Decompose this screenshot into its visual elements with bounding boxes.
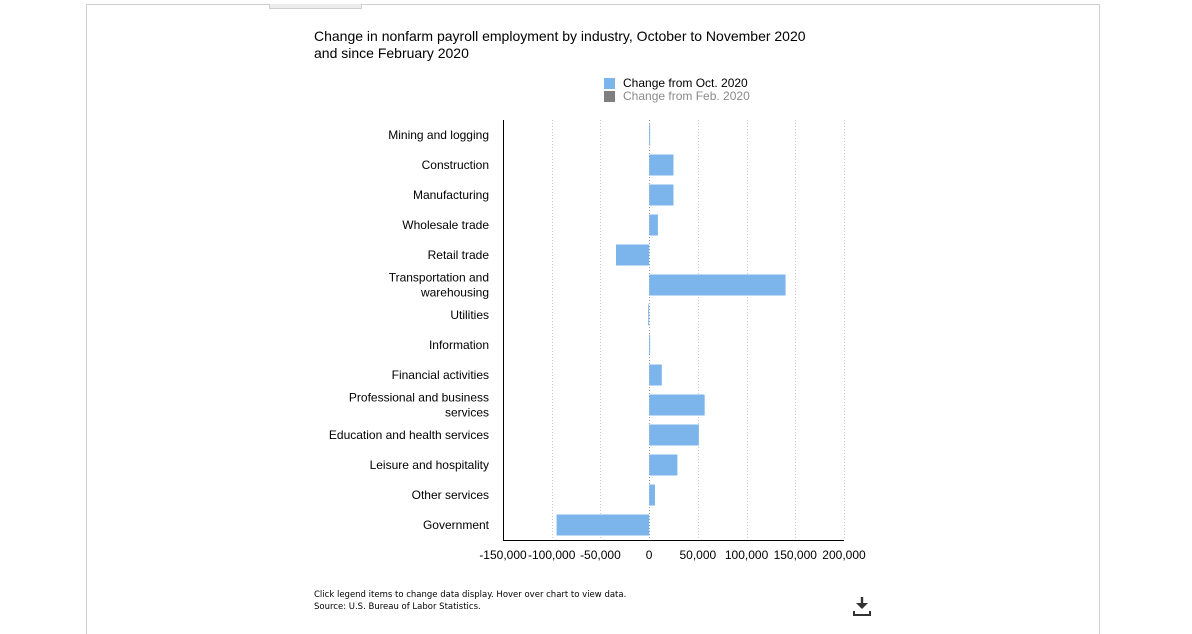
- legend-swatch-feb: [604, 91, 615, 102]
- legend-label-oct: Change from Oct. 2020: [623, 76, 748, 90]
- bar[interactable]: [648, 304, 650, 326]
- chart-container: [86, 4, 1100, 634]
- category-label: services: [445, 406, 489, 420]
- category-label: Mining and logging: [388, 128, 489, 142]
- category-label: Transportation and: [389, 271, 489, 285]
- bar[interactable]: [649, 274, 786, 296]
- bar[interactable]: [649, 454, 678, 476]
- category-label: Wholesale trade: [402, 218, 489, 232]
- x-tick-label: 0: [646, 548, 653, 562]
- footnote-instructions: Click legend items to change data displa…: [314, 590, 627, 600]
- bar[interactable]: [649, 484, 655, 506]
- chart-title-line-1: Change in nonfarm payroll employment by …: [314, 28, 806, 44]
- bar[interactable]: [649, 214, 658, 236]
- bar[interactable]: [556, 514, 650, 536]
- category-label: Financial activities: [392, 368, 489, 382]
- category-label: warehousing: [420, 286, 489, 300]
- legend-swatch-oct: [604, 78, 615, 89]
- legend-item-feb[interactable]: Change from Feb. 2020: [604, 90, 750, 103]
- x-tick-label: 200,000: [822, 548, 866, 562]
- download-icon[interactable]: [850, 594, 874, 618]
- category-label: Professional and business: [349, 391, 489, 405]
- bar[interactable]: [649, 424, 699, 446]
- legend-item-oct[interactable]: Change from Oct. 2020: [604, 77, 750, 90]
- category-label: Other services: [412, 488, 489, 502]
- x-tick-label: -100,000: [528, 548, 576, 562]
- bar[interactable]: [649, 364, 662, 386]
- bar[interactable]: [616, 244, 650, 266]
- category-label: Retail trade: [428, 248, 490, 262]
- x-tick-label: 100,000: [725, 548, 769, 562]
- bar[interactable]: [649, 334, 651, 356]
- category-label: Leisure and hospitality: [370, 458, 489, 472]
- category-label: Utilities: [450, 308, 489, 322]
- footnote-source: Source: U.S. Bureau of Labor Statistics.: [314, 602, 481, 612]
- bar[interactable]: [649, 184, 674, 206]
- category-label: Education and health services: [329, 428, 489, 442]
- bar[interactable]: [649, 154, 674, 176]
- category-label: Information: [429, 338, 489, 352]
- chart-footnote: Click legend items to change data displa…: [314, 589, 626, 613]
- tab-stub[interactable]: [269, 4, 362, 9]
- category-label: Manufacturing: [413, 188, 489, 202]
- x-tick-label: -150,000: [479, 548, 527, 562]
- bar-chart[interactable]: -150,000 -100,000 -50,000 0 50,000 100,000 150…: [0, 0, 1192, 620]
- chart-title-line-2: and since February 2020: [314, 45, 469, 61]
- x-tick-label: 50,000: [680, 548, 717, 562]
- bar[interactable]: [649, 124, 651, 146]
- bar[interactable]: [649, 394, 705, 416]
- chart-legend: Change from Oct. 2020 Change from Feb. 2…: [604, 77, 750, 103]
- category-label: Construction: [422, 158, 489, 172]
- x-tick-label: 150,000: [774, 548, 818, 562]
- category-label: Government: [423, 518, 490, 532]
- x-tick-label: -50,000: [580, 548, 621, 562]
- chart-title: Change in nonfarm payroll employment by …: [314, 28, 834, 62]
- legend-label-feb: Change from Feb. 2020: [623, 89, 750, 103]
